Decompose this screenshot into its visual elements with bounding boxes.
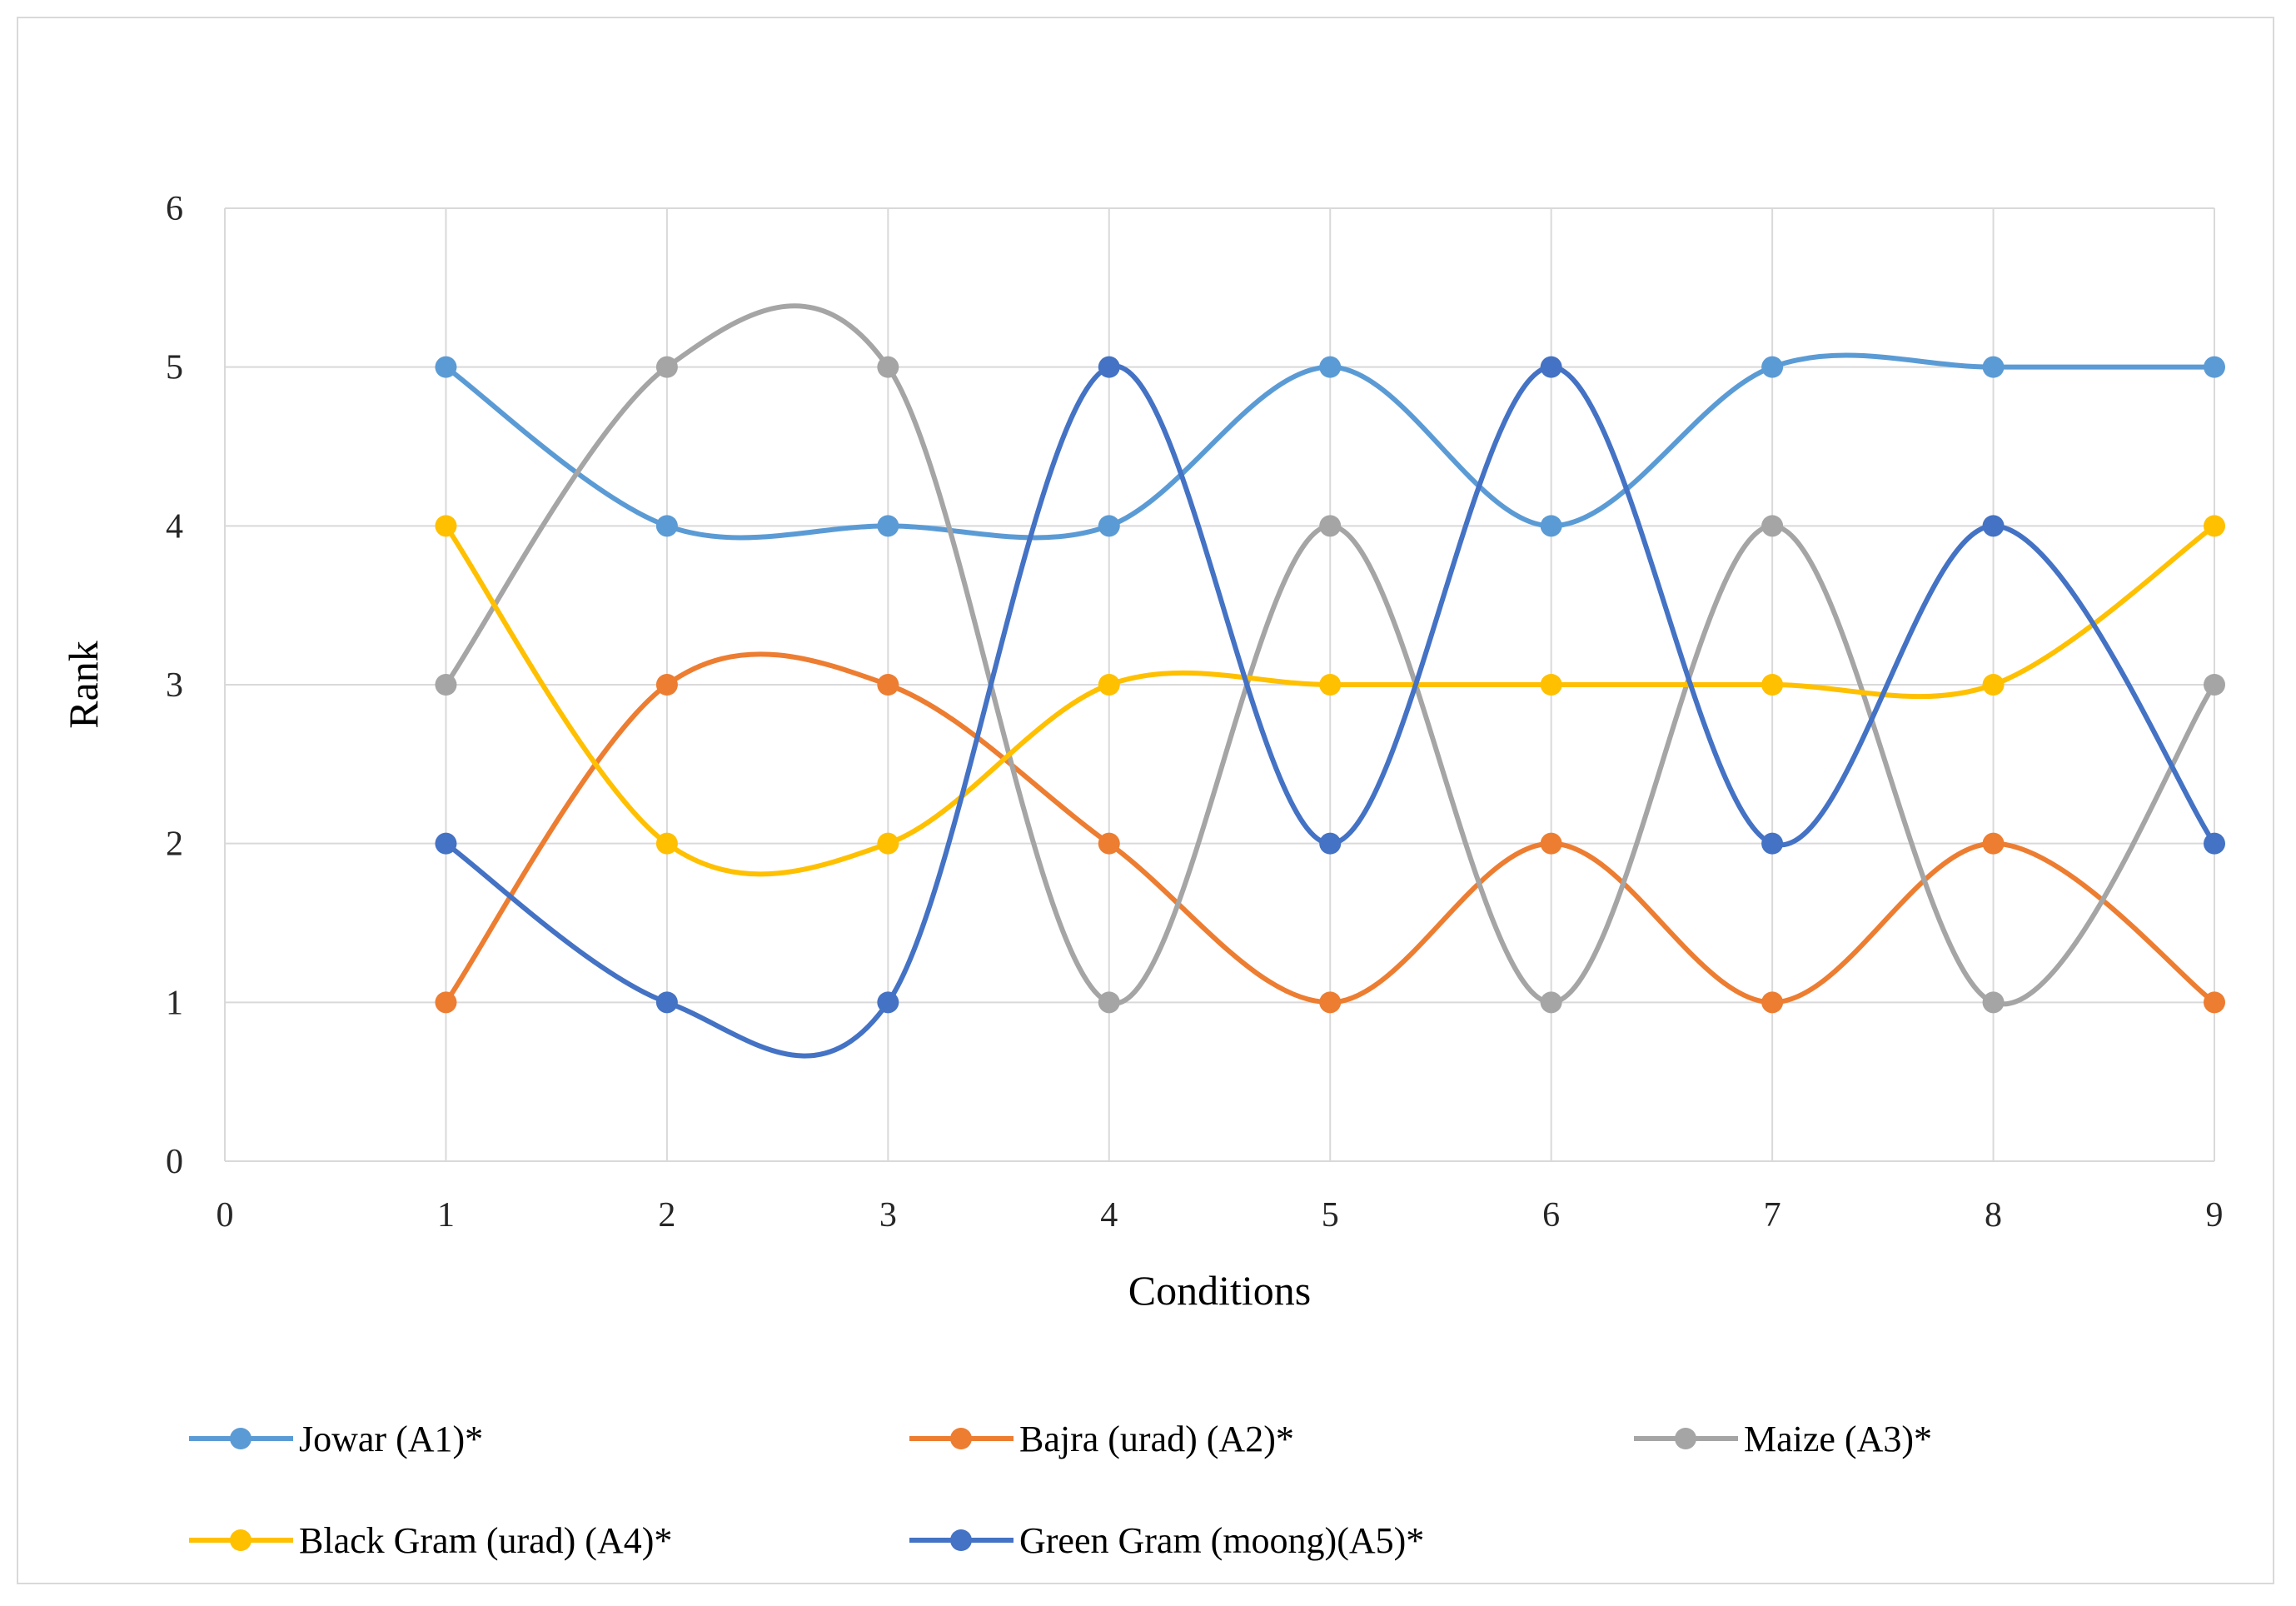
data-point bbox=[655, 356, 678, 378]
data-point bbox=[1761, 356, 1784, 378]
data-point bbox=[1540, 991, 1562, 1014]
data-point bbox=[1982, 832, 2005, 855]
y-tick-label: 6 bbox=[166, 190, 183, 228]
legend-item: Jowar (A1)* bbox=[189, 1419, 483, 1459]
data-point bbox=[877, 356, 899, 378]
legend-swatch-marker bbox=[950, 1529, 972, 1551]
data-point bbox=[435, 674, 457, 696]
data-point bbox=[877, 515, 899, 537]
data-point bbox=[1761, 991, 1784, 1014]
legend-swatch-marker bbox=[1675, 1428, 1696, 1449]
x-tick-label: 9 bbox=[2206, 1196, 2224, 1234]
data-point bbox=[435, 515, 457, 537]
data-point bbox=[2204, 674, 2225, 696]
x-tick-label: 2 bbox=[658, 1196, 675, 1234]
data-point bbox=[1319, 832, 1342, 855]
legend-item: Maize (A3)* bbox=[1634, 1419, 1932, 1459]
data-point bbox=[1540, 832, 1562, 855]
data-point bbox=[1761, 515, 1784, 537]
data-point bbox=[2204, 356, 2225, 378]
y-tick-label: 3 bbox=[166, 666, 183, 705]
data-point bbox=[655, 991, 678, 1014]
legend: Jowar (A1)* Bajra (urad) (A2)* Maize (A3)*… bbox=[189, 1419, 1932, 1561]
x-tick-label: 0 bbox=[217, 1196, 234, 1234]
data-point bbox=[1319, 356, 1342, 378]
data-point bbox=[655, 832, 678, 855]
series-markers bbox=[435, 356, 2225, 1014]
y-tick-label: 2 bbox=[166, 825, 183, 864]
data-point bbox=[1098, 832, 1120, 855]
data-point bbox=[1761, 832, 1784, 855]
data-point bbox=[2204, 515, 2225, 537]
data-point bbox=[1319, 674, 1342, 696]
legend-label: Maize (A3)* bbox=[1744, 1419, 1932, 1459]
x-tick-label: 3 bbox=[879, 1196, 897, 1234]
x-tick-label: 8 bbox=[1985, 1196, 2002, 1234]
chart-frame: 0 1 2 3 4 5 6 7 8 9 0 1 2 3 4 5 6 Conditions Rank Jowar … bbox=[17, 17, 2274, 1584]
data-point bbox=[1761, 674, 1784, 696]
data-point bbox=[877, 991, 899, 1014]
legend-item: Bajra (urad) (A2)* bbox=[909, 1419, 1294, 1459]
data-point bbox=[1319, 991, 1342, 1014]
y-tick-label: 5 bbox=[166, 349, 183, 387]
y-axis-title: Rank bbox=[60, 641, 107, 729]
legend-label: Black Gram (urad) (A4)* bbox=[299, 1520, 672, 1561]
data-point bbox=[1540, 356, 1562, 378]
data-point bbox=[1098, 515, 1120, 537]
data-point bbox=[1098, 356, 1120, 378]
data-point bbox=[435, 991, 457, 1014]
tick-labels: 0 1 2 3 4 5 6 7 8 9 0 1 2 3 4 5 6 bbox=[166, 190, 2224, 1234]
data-point bbox=[1982, 674, 2005, 696]
series-line-3 bbox=[443, 523, 2217, 877]
x-axis-title: Conditions bbox=[1128, 1267, 1311, 1314]
data-point bbox=[2204, 991, 2225, 1014]
data-point bbox=[877, 832, 899, 855]
data-point bbox=[2204, 832, 2225, 855]
x-tick-label: 4 bbox=[1100, 1196, 1118, 1234]
series-line-4 bbox=[443, 363, 2217, 1059]
x-tick-label: 1 bbox=[437, 1196, 455, 1234]
data-point bbox=[435, 356, 457, 378]
y-tick-label: 0 bbox=[166, 1143, 183, 1181]
y-tick-label: 1 bbox=[166, 984, 183, 1022]
legend-item: Green Gram (moong)(A5)* bbox=[909, 1520, 1424, 1561]
x-tick-label: 7 bbox=[1764, 1196, 1781, 1234]
legend-swatch-marker bbox=[950, 1428, 972, 1449]
data-point bbox=[1098, 674, 1120, 696]
legend-label: Jowar (A1)* bbox=[299, 1419, 483, 1459]
x-tick-label: 5 bbox=[1322, 1196, 1339, 1234]
legend-label: Green Gram (moong)(A5)* bbox=[1019, 1520, 1424, 1561]
line-chart: 0 1 2 3 4 5 6 7 8 9 0 1 2 3 4 5 6 Conditions Rank Jowar … bbox=[60, 190, 2225, 1561]
legend-label: Bajra (urad) (A2)* bbox=[1019, 1419, 1294, 1459]
legend-item: Black Gram (urad) (A4)* bbox=[189, 1520, 672, 1561]
axes bbox=[224, 208, 2214, 1162]
data-point bbox=[1319, 515, 1342, 537]
y-tick-label: 4 bbox=[166, 507, 183, 546]
data-point bbox=[877, 674, 899, 696]
data-point bbox=[435, 832, 457, 855]
data-point bbox=[1098, 991, 1120, 1014]
data-point bbox=[655, 674, 678, 696]
series-line-2 bbox=[443, 303, 2217, 1007]
data-point bbox=[1540, 515, 1562, 537]
gridlines bbox=[225, 207, 2215, 1161]
data-point bbox=[655, 515, 678, 537]
legend-swatch-marker bbox=[230, 1428, 252, 1449]
data-point bbox=[1982, 991, 2005, 1014]
legend-swatch-marker bbox=[230, 1529, 252, 1551]
data-point bbox=[1540, 674, 1562, 696]
x-tick-label: 6 bbox=[1542, 1196, 1560, 1234]
data-point bbox=[1982, 515, 2005, 537]
data-point bbox=[1982, 356, 2005, 378]
